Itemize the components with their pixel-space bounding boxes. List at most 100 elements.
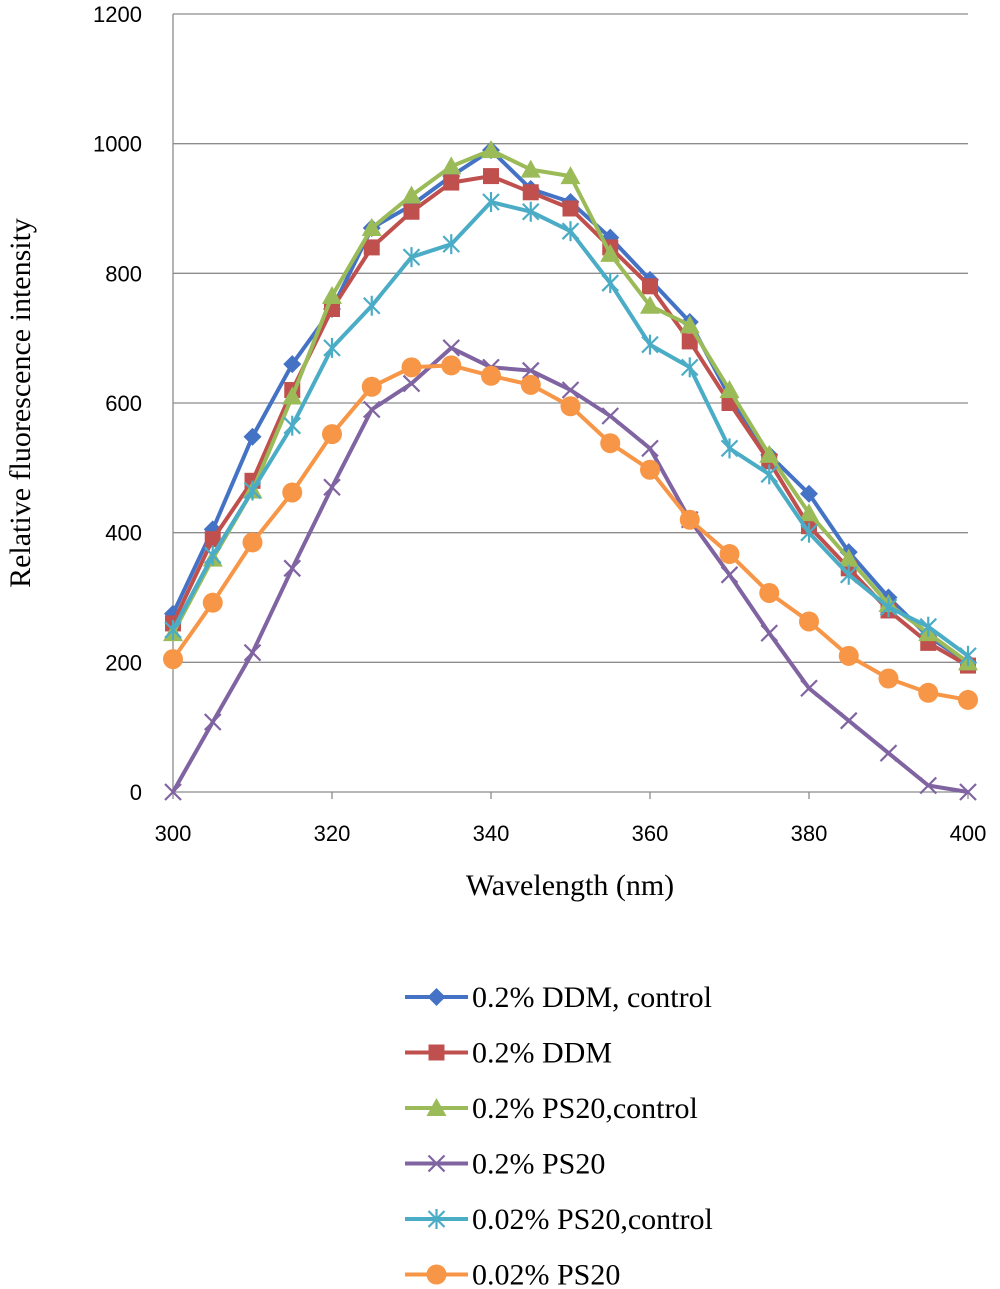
data-point — [402, 247, 421, 268]
data-point — [203, 545, 222, 566]
y-axis-title: Relative fluorescence intensity — [4, 218, 37, 588]
legend-marker — [427, 1154, 446, 1173]
data-point — [481, 140, 501, 159]
x-tick-label: 300 — [155, 821, 192, 846]
data-point — [878, 668, 899, 689]
x-stroke — [919, 776, 938, 795]
legend-label: 0.2% DDM, control — [472, 981, 712, 1014]
data-point — [283, 355, 302, 374]
x-stroke — [561, 381, 580, 399]
legend-label: 0.2% DDM — [472, 1037, 612, 1070]
data-point — [443, 174, 460, 191]
x-stroke — [839, 711, 858, 730]
x-stroke — [203, 713, 222, 731]
legend-item: 0.02% PS20 — [405, 1259, 620, 1289]
x-stroke — [521, 361, 540, 380]
data-point — [719, 544, 740, 565]
y-tick-label: 600 — [105, 391, 142, 416]
x-axis-title: Wavelength (nm) — [466, 869, 674, 902]
x-stroke — [800, 679, 818, 698]
x-tick-labels: 300 320 340 360 380 400 — [155, 821, 987, 846]
data-point — [958, 689, 978, 710]
data-point — [640, 459, 660, 480]
data-point — [601, 273, 620, 294]
data-point — [401, 185, 422, 204]
y-tick-label: 1200 — [93, 2, 142, 27]
legend-label: 0.2% PS20 — [472, 1148, 605, 1181]
data-point — [560, 396, 581, 417]
x-stroke — [427, 1154, 446, 1173]
data-point — [839, 711, 858, 730]
x-stroke — [402, 374, 421, 393]
data-point — [799, 611, 819, 632]
data-point — [800, 484, 818, 503]
data-point — [363, 239, 380, 256]
data-point — [323, 337, 341, 358]
x-stroke — [442, 339, 461, 357]
data-point — [959, 783, 977, 801]
data-point — [242, 532, 263, 553]
data-point — [561, 381, 580, 399]
y-tick-label: 1000 — [93, 132, 142, 157]
data-point — [362, 400, 381, 419]
data-point — [679, 315, 700, 334]
series-layer — [163, 140, 978, 801]
data-point — [799, 503, 819, 522]
legend-marker — [427, 1209, 446, 1229]
data-point — [760, 464, 779, 485]
data-point — [481, 365, 501, 386]
data-point — [283, 559, 302, 578]
legend-item: 0.2% DDM, control — [405, 981, 712, 1014]
data-point — [402, 374, 421, 393]
x-stroke — [283, 559, 302, 578]
data-point — [760, 624, 779, 642]
series-0-02-ps20 — [163, 355, 978, 710]
data-point — [720, 566, 739, 584]
data-point — [483, 168, 499, 185]
data-point — [522, 184, 539, 201]
data-point — [322, 286, 342, 305]
data-point — [202, 592, 223, 613]
data-point — [163, 649, 183, 670]
data-point — [879, 597, 898, 618]
data-point — [323, 478, 341, 497]
data-point — [918, 682, 939, 703]
data-point — [562, 200, 579, 217]
data-point — [719, 380, 740, 399]
data-point — [164, 783, 182, 801]
data-point — [879, 744, 898, 762]
data-point — [243, 480, 262, 501]
x-stroke — [243, 643, 262, 662]
data-point — [521, 201, 540, 222]
data-point — [759, 582, 780, 603]
data-point — [641, 439, 659, 458]
data-point — [838, 645, 859, 666]
data-point — [679, 509, 700, 530]
data-point — [839, 564, 858, 585]
data-point — [959, 645, 977, 666]
legend-marker — [428, 1044, 445, 1061]
legend-marker — [426, 1098, 447, 1116]
x-stroke — [323, 478, 341, 497]
data-point — [919, 616, 938, 637]
y-tick-label: 800 — [105, 261, 142, 286]
data-point — [520, 159, 541, 178]
data-point — [838, 548, 859, 567]
data-point — [600, 243, 621, 262]
data-point — [362, 295, 381, 316]
data-point — [204, 531, 221, 548]
data-point — [759, 444, 780, 463]
data-point — [919, 776, 938, 795]
x-stroke — [164, 783, 182, 801]
data-point — [164, 619, 182, 640]
data-point — [680, 357, 699, 378]
data-point — [681, 333, 698, 350]
data-point — [561, 221, 580, 242]
data-point — [441, 355, 462, 376]
x-stroke — [959, 783, 977, 801]
x-tick-label: 360 — [632, 821, 669, 846]
x-tick-label: 320 — [314, 821, 351, 846]
y-tick-label: 0 — [130, 780, 142, 805]
x-stroke — [879, 744, 898, 762]
